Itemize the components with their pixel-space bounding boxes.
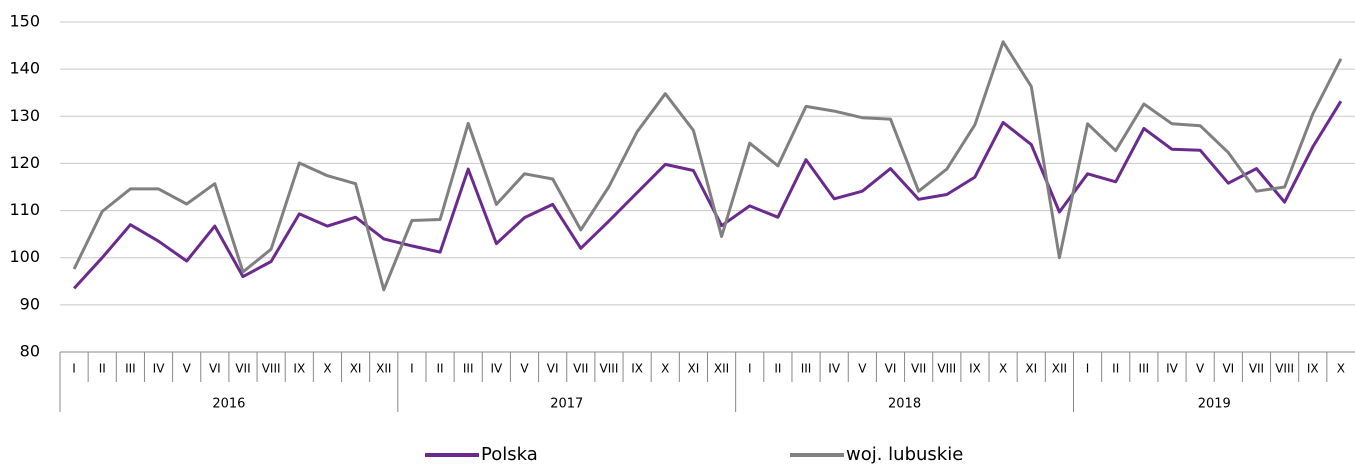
legend-label: Polska xyxy=(481,444,538,465)
y-tick-label: 90 xyxy=(20,294,40,313)
x-tick-label: V xyxy=(520,362,529,376)
x-tick-label: IV xyxy=(153,362,166,376)
x-tick-label: I xyxy=(72,362,76,376)
x-tick-label: II xyxy=(1112,362,1119,376)
x-tick-label: III xyxy=(1139,362,1150,376)
x-tick-label: IX xyxy=(293,362,305,376)
x-tick-label: IV xyxy=(1166,362,1179,376)
x-tick-label: IX xyxy=(1307,362,1319,376)
x-tick-label: VI xyxy=(209,362,221,376)
x-tick-label: III xyxy=(125,362,136,376)
x-tick-label: IX xyxy=(969,362,981,376)
x-tick-label: X xyxy=(661,362,669,376)
x-tick-label: VIII xyxy=(1275,362,1294,376)
y-tick-label: 110 xyxy=(9,200,40,219)
x-tick-label: XI xyxy=(688,362,700,376)
x-tick-label: V xyxy=(183,362,192,376)
x-tick-label: VII xyxy=(911,362,926,376)
group-label: 2016 xyxy=(212,397,245,412)
x-tick-label: I xyxy=(748,362,752,376)
x-tick-label: VIII xyxy=(262,362,281,376)
x-tick-label: II xyxy=(774,362,781,376)
series-line xyxy=(72,40,1343,292)
x-tick-label: IV xyxy=(490,362,503,376)
x-tick-label: I xyxy=(410,362,414,376)
y-tick-label: 150 xyxy=(9,12,40,31)
x-tick-label: IX xyxy=(631,362,643,376)
x-tick-label: V xyxy=(1196,362,1205,376)
legend-label: woj. lubuskie xyxy=(846,444,963,465)
x-tick-label: VI xyxy=(1222,362,1234,376)
x-tick-label: XII xyxy=(1052,362,1067,376)
x-tick-label: X xyxy=(1337,362,1345,376)
group-label: 2019 xyxy=(1198,397,1231,412)
x-tick-label: XI xyxy=(1025,362,1037,376)
x-tick-label: X xyxy=(323,362,331,376)
x-tick-label: VI xyxy=(547,362,559,376)
x-tick-label: III xyxy=(801,362,812,376)
x-tick-label: II xyxy=(437,362,444,376)
x-tick-label: V xyxy=(858,362,867,376)
x-tick-label: VII xyxy=(1249,362,1264,376)
x-tick-label: IV xyxy=(828,362,841,376)
y-tick-label: 120 xyxy=(9,153,40,172)
x-tick-label: I xyxy=(1086,362,1090,376)
y-tick-label: 100 xyxy=(9,247,40,266)
y-tick-label: 130 xyxy=(9,106,40,125)
x-tick-label: VII xyxy=(573,362,588,376)
x-tick-label: XII xyxy=(714,362,729,376)
group-label: 2018 xyxy=(888,397,921,412)
group-label: 2017 xyxy=(550,397,583,412)
x-tick-label: VII xyxy=(235,362,250,376)
series-line xyxy=(72,100,1343,290)
x-tick-label: VIII xyxy=(937,362,956,376)
y-tick-label: 80 xyxy=(20,342,40,361)
x-tick-label: XI xyxy=(350,362,362,376)
y-tick-label: 140 xyxy=(9,59,40,78)
x-tick-label: XII xyxy=(376,362,391,376)
x-tick-label: II xyxy=(99,362,106,376)
x-tick-label: III xyxy=(463,362,474,376)
x-tick-label: X xyxy=(999,362,1007,376)
x-tick-label: VI xyxy=(885,362,897,376)
x-tick-label: VIII xyxy=(600,362,619,376)
